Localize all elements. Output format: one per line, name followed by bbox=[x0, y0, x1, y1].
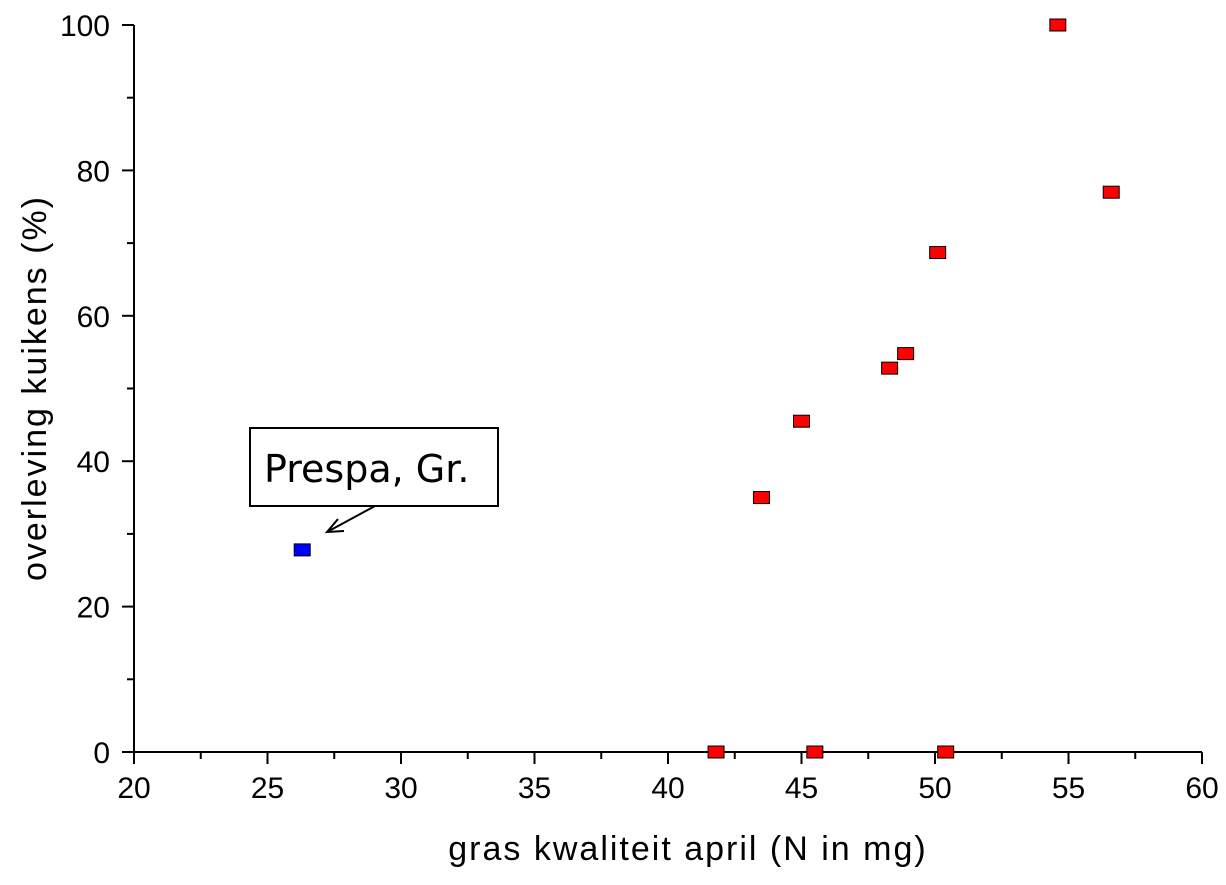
y-tick-label: 60 bbox=[77, 301, 110, 334]
y-tick-label: 0 bbox=[93, 737, 110, 770]
x-tick-label: 60 bbox=[1185, 772, 1218, 805]
data-point bbox=[806, 745, 824, 759]
axes bbox=[133, 25, 1202, 753]
data-points bbox=[293, 18, 1120, 759]
x-tick-label: 30 bbox=[384, 772, 417, 805]
data-point bbox=[752, 491, 770, 505]
x-ticks: 20 25 30 35 40 45 50 55 60 bbox=[117, 752, 1219, 805]
annotation-label: Prespa, Gr. bbox=[264, 447, 469, 491]
annotation-arrow-head bbox=[324, 518, 345, 534]
x-tick-label: 35 bbox=[518, 772, 551, 805]
data-point bbox=[1049, 18, 1067, 32]
data-point bbox=[897, 347, 915, 361]
y-tick-label: 20 bbox=[77, 592, 110, 625]
x-tick-label: 40 bbox=[651, 772, 684, 805]
x-tick-label: 55 bbox=[1052, 772, 1085, 805]
data-point-prespa bbox=[293, 543, 311, 557]
x-axis-title: gras kwaliteit april (N in mg) bbox=[448, 830, 927, 868]
y-tick-label: 40 bbox=[77, 446, 110, 479]
y-tick-label: 80 bbox=[77, 155, 110, 188]
y-tick-label: 100 bbox=[60, 10, 110, 43]
annotation-arrow-shaft bbox=[326, 505, 376, 533]
annotation-box bbox=[249, 427, 499, 507]
data-point bbox=[929, 246, 947, 260]
annotation: Prespa, Gr. bbox=[249, 427, 499, 534]
y-axis-title: overleving kuikens (%) bbox=[16, 195, 54, 581]
data-point bbox=[937, 745, 955, 759]
data-point bbox=[793, 414, 810, 428]
data-point bbox=[881, 361, 899, 375]
x-tick-label: 50 bbox=[918, 772, 951, 805]
y-ticks: 0 20 40 60 80 100 bbox=[60, 10, 134, 770]
data-point bbox=[1102, 185, 1120, 199]
x-tick-label: 20 bbox=[117, 772, 150, 805]
data-point bbox=[707, 745, 725, 759]
x-tick-label: 25 bbox=[251, 772, 284, 805]
x-tick-label: 45 bbox=[785, 772, 818, 805]
